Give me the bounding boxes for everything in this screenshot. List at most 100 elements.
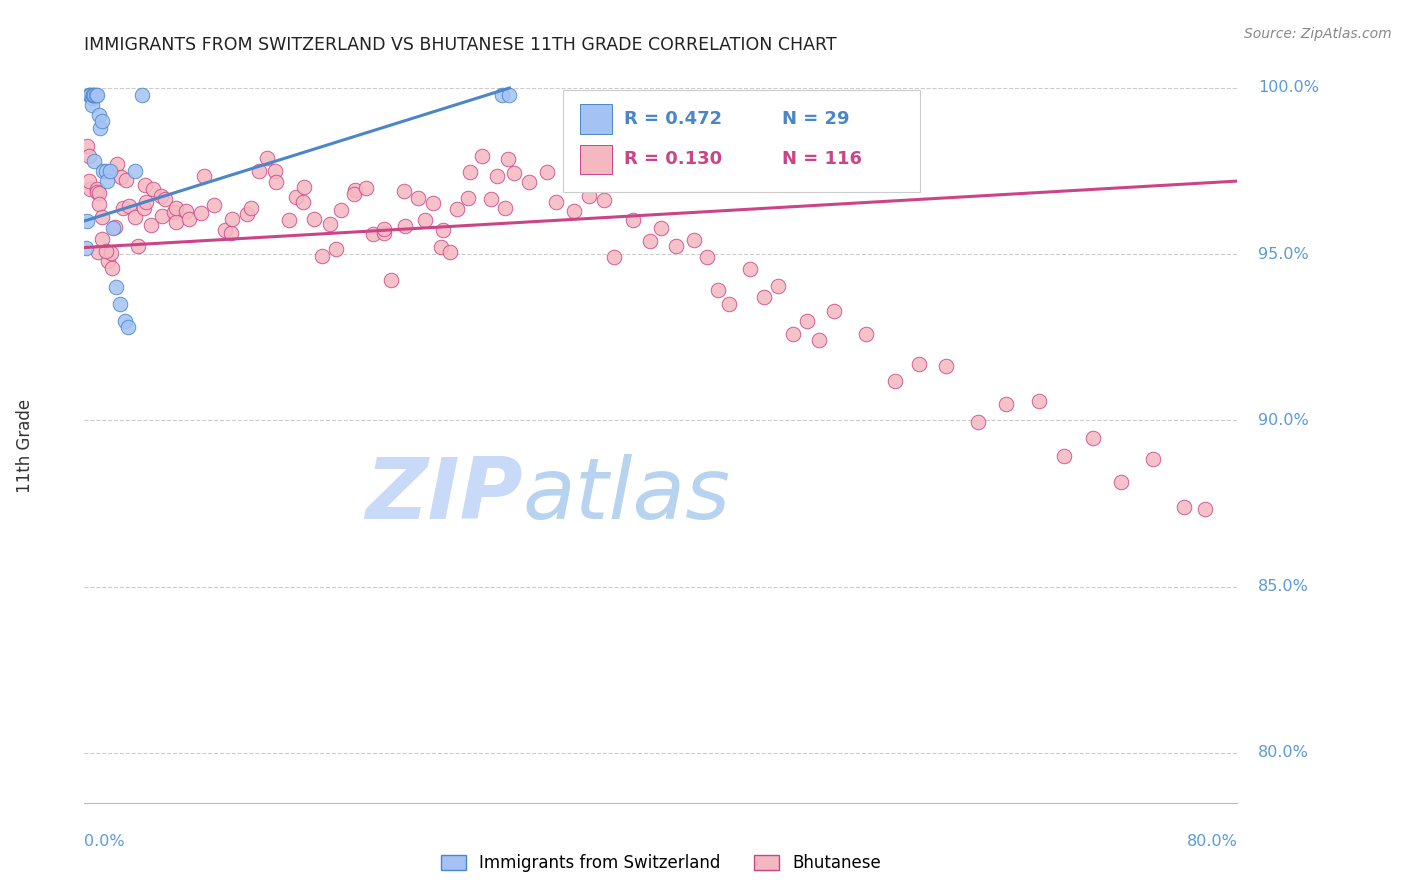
FancyBboxPatch shape: [581, 145, 613, 174]
Point: [422, 195, 444, 210]
Text: 100.0%: 100.0%: [1258, 80, 1319, 95]
Point: [221, 211, 243, 226]
Point: [91, 232, 114, 246]
Text: 0.0%: 0.0%: [84, 834, 125, 849]
Point: [373, 226, 395, 240]
Point: [380, 273, 402, 287]
Point: [285, 190, 308, 204]
Legend: Immigrants from Switzerland, Bhutanese: Immigrants from Switzerland, Bhutanese: [434, 847, 887, 879]
Point: [96, 174, 118, 188]
Point: [103, 219, 125, 234]
Point: [240, 201, 263, 215]
Text: 11th Grade: 11th Grade: [17, 399, 34, 493]
Point: [105, 280, 128, 294]
Point: [782, 327, 804, 342]
Point: [408, 191, 430, 205]
Point: [665, 239, 688, 253]
Point: [264, 175, 287, 189]
Point: [479, 192, 502, 206]
Point: [807, 333, 830, 347]
Point: [302, 211, 325, 226]
Text: atlas: atlas: [523, 454, 731, 537]
Point: [76, 139, 98, 153]
Point: [89, 197, 111, 211]
Point: [1083, 431, 1105, 445]
Point: [139, 218, 162, 232]
Point: [967, 415, 990, 429]
Text: R = 0.472: R = 0.472: [624, 110, 723, 128]
Point: [498, 87, 520, 102]
Point: [87, 186, 110, 200]
Point: [110, 297, 132, 311]
Point: [103, 220, 124, 235]
Point: [142, 182, 165, 196]
Point: [127, 239, 149, 253]
Point: [696, 250, 718, 264]
Point: [165, 215, 187, 229]
Point: [621, 213, 644, 227]
Point: [110, 170, 132, 185]
Point: [79, 182, 101, 196]
Point: [494, 202, 516, 216]
Point: [578, 189, 600, 203]
Point: [562, 204, 585, 219]
Point: [1173, 500, 1195, 515]
Point: [80, 91, 103, 105]
Point: [485, 169, 508, 184]
Point: [740, 262, 762, 277]
Point: [292, 179, 315, 194]
Point: [457, 190, 479, 204]
Point: [430, 240, 453, 254]
Point: [329, 203, 352, 218]
Point: [112, 202, 135, 216]
Point: [90, 114, 112, 128]
Point: [97, 253, 120, 268]
Text: 85.0%: 85.0%: [1258, 579, 1309, 594]
Point: [394, 219, 416, 234]
Point: [165, 201, 187, 215]
Point: [202, 198, 225, 212]
Point: [117, 320, 139, 334]
Text: R = 0.130: R = 0.130: [624, 150, 723, 168]
Point: [236, 207, 259, 221]
Point: [603, 251, 626, 265]
Point: [86, 245, 108, 260]
Point: [193, 169, 215, 183]
Point: [796, 314, 818, 328]
FancyBboxPatch shape: [581, 104, 613, 134]
Point: [114, 314, 136, 328]
Point: [135, 195, 157, 210]
Point: [373, 222, 395, 236]
Point: [593, 193, 616, 207]
Point: [96, 244, 118, 259]
Point: [124, 210, 146, 224]
Point: [318, 217, 340, 231]
Point: [190, 206, 212, 220]
Point: [94, 164, 117, 178]
Point: [446, 202, 468, 216]
Point: [77, 174, 100, 188]
Point: [89, 120, 111, 135]
Point: [86, 181, 108, 195]
Point: [503, 166, 526, 180]
Point: [80, 97, 103, 112]
Point: [79, 87, 101, 102]
Point: [766, 278, 789, 293]
Text: 95.0%: 95.0%: [1258, 247, 1309, 261]
Point: [247, 163, 270, 178]
Point: [131, 87, 153, 102]
Point: [77, 87, 100, 102]
Point: [100, 246, 122, 260]
Point: [823, 304, 845, 318]
Point: [458, 165, 481, 179]
Point: [84, 87, 107, 102]
Text: 90.0%: 90.0%: [1258, 413, 1309, 428]
Text: IMMIGRANTS FROM SWITZERLAND VS BHUTANESE 11TH GRADE CORRELATION CHART: IMMIGRANTS FROM SWITZERLAND VS BHUTANESE…: [84, 36, 837, 54]
Point: [354, 180, 377, 194]
Point: [855, 326, 877, 341]
Point: [650, 220, 672, 235]
Point: [256, 151, 278, 165]
Point: [292, 194, 315, 209]
Point: [277, 213, 299, 227]
Point: [83, 154, 105, 169]
